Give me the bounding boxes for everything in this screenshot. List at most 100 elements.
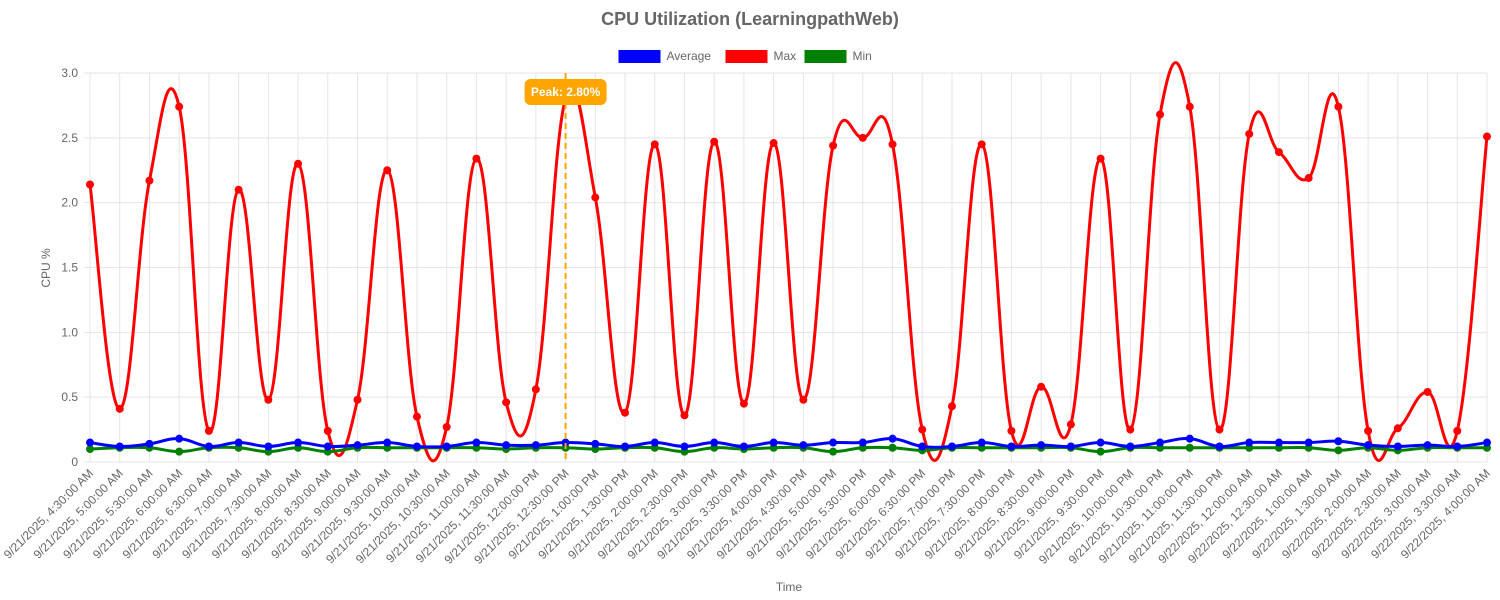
data-point-average[interactable] [621,442,630,451]
data-point-max[interactable] [234,185,243,194]
data-point-max[interactable] [591,193,600,202]
data-point-average[interactable] [858,438,867,447]
data-point-max[interactable] [1215,425,1224,434]
data-point-average[interactable] [145,439,154,448]
data-point-average[interactable] [591,439,600,448]
data-point-average[interactable] [234,438,243,447]
data-point-max[interactable] [442,422,451,431]
data-point-average[interactable] [412,442,421,451]
data-point-max[interactable] [710,137,719,146]
data-point-max[interactable] [1453,426,1462,435]
data-point-max[interactable] [1126,425,1135,434]
data-point-min[interactable] [175,447,184,456]
data-point-max[interactable] [1483,132,1491,141]
data-point-average[interactable] [115,442,124,451]
data-point-max[interactable] [621,408,630,417]
data-point-average[interactable] [1364,441,1373,450]
data-point-average[interactable] [888,434,897,443]
data-point-average[interactable] [1215,442,1224,451]
data-point-max[interactable] [502,398,511,407]
data-point-average[interactable] [472,438,481,447]
data-point-max[interactable] [739,399,748,408]
data-point-max[interactable] [353,395,362,404]
data-point-average[interactable] [1334,437,1343,446]
data-point-min[interactable] [1096,447,1105,456]
data-point-average[interactable] [442,442,451,451]
data-point-average[interactable] [829,438,838,447]
data-point-average[interactable] [1096,438,1105,447]
legend-item-min[interactable]: Min [804,49,872,63]
data-point-max[interactable] [145,176,154,185]
data-point-max[interactable] [472,154,481,163]
data-point-average[interactable] [650,438,659,447]
data-point-average[interactable] [323,442,332,451]
data-point-max[interactable] [918,425,927,434]
data-point-average[interactable] [353,441,362,450]
data-point-average[interactable] [947,442,956,451]
data-point-average[interactable] [1274,438,1283,447]
data-point-max[interactable] [115,404,124,413]
data-point-average[interactable] [204,442,213,451]
data-point-min[interactable] [1185,443,1194,452]
data-point-average[interactable] [710,438,719,447]
data-point-average[interactable] [1453,442,1462,451]
data-point-max[interactable] [531,385,540,394]
data-point-max[interactable] [1007,426,1016,435]
data-point-max[interactable] [1066,420,1075,429]
legend[interactable]: Average Max Min [618,49,872,63]
data-point-max[interactable] [264,395,273,404]
data-point-average[interactable] [799,441,808,450]
data-point-average[interactable] [264,442,273,451]
data-point-max[interactable] [799,395,808,404]
data-point-average[interactable] [1066,442,1075,451]
data-point-max[interactable] [1037,382,1046,391]
data-point-max[interactable] [86,180,94,189]
data-point-max[interactable] [650,140,659,149]
data-point-max[interactable] [977,140,986,149]
data-point-min[interactable] [829,447,838,456]
data-point-average[interactable] [383,438,392,447]
data-point-max[interactable] [1334,102,1343,111]
data-point-average[interactable] [531,441,540,450]
data-point-min[interactable] [86,445,94,454]
data-point-max[interactable] [1423,387,1432,396]
data-point-average[interactable] [502,441,511,450]
data-point-average[interactable] [1245,438,1254,447]
data-point-average[interactable] [1126,442,1135,451]
data-point-average[interactable] [1156,438,1165,447]
data-point-max[interactable] [888,140,897,149]
data-point-max[interactable] [1274,148,1283,157]
data-point-average[interactable] [1304,438,1313,447]
data-point-max[interactable] [858,133,867,142]
data-point-average[interactable] [1185,434,1194,443]
data-point-max[interactable] [383,166,392,175]
data-point-max[interactable] [829,141,838,150]
data-point-average[interactable] [1007,442,1016,451]
data-point-average[interactable] [1483,438,1491,447]
data-point-min[interactable] [1334,446,1343,455]
data-point-max[interactable] [947,402,956,411]
data-point-max[interactable] [204,426,213,435]
data-point-max[interactable] [412,412,421,421]
data-point-average[interactable] [1037,441,1046,450]
data-point-max[interactable] [175,102,184,111]
data-point-average[interactable] [86,438,94,447]
data-point-average[interactable] [739,442,748,451]
data-point-average[interactable] [918,442,927,451]
data-point-average[interactable] [680,442,689,451]
legend-item-max[interactable]: Max [725,49,797,63]
data-point-max[interactable] [323,426,332,435]
data-point-max[interactable] [1185,102,1194,111]
data-point-max[interactable] [1393,424,1402,433]
data-point-average[interactable] [175,434,184,443]
data-point-max[interactable] [1156,110,1165,119]
data-point-min[interactable] [888,443,897,452]
data-point-average[interactable] [1423,441,1432,450]
data-point-average[interactable] [294,438,303,447]
data-point-average[interactable] [769,438,778,447]
legend-item-average[interactable]: Average [618,49,712,63]
data-point-max[interactable] [769,139,778,148]
data-point-max[interactable] [1245,129,1254,138]
data-point-max[interactable] [1364,426,1373,435]
data-point-average[interactable] [1393,442,1402,451]
